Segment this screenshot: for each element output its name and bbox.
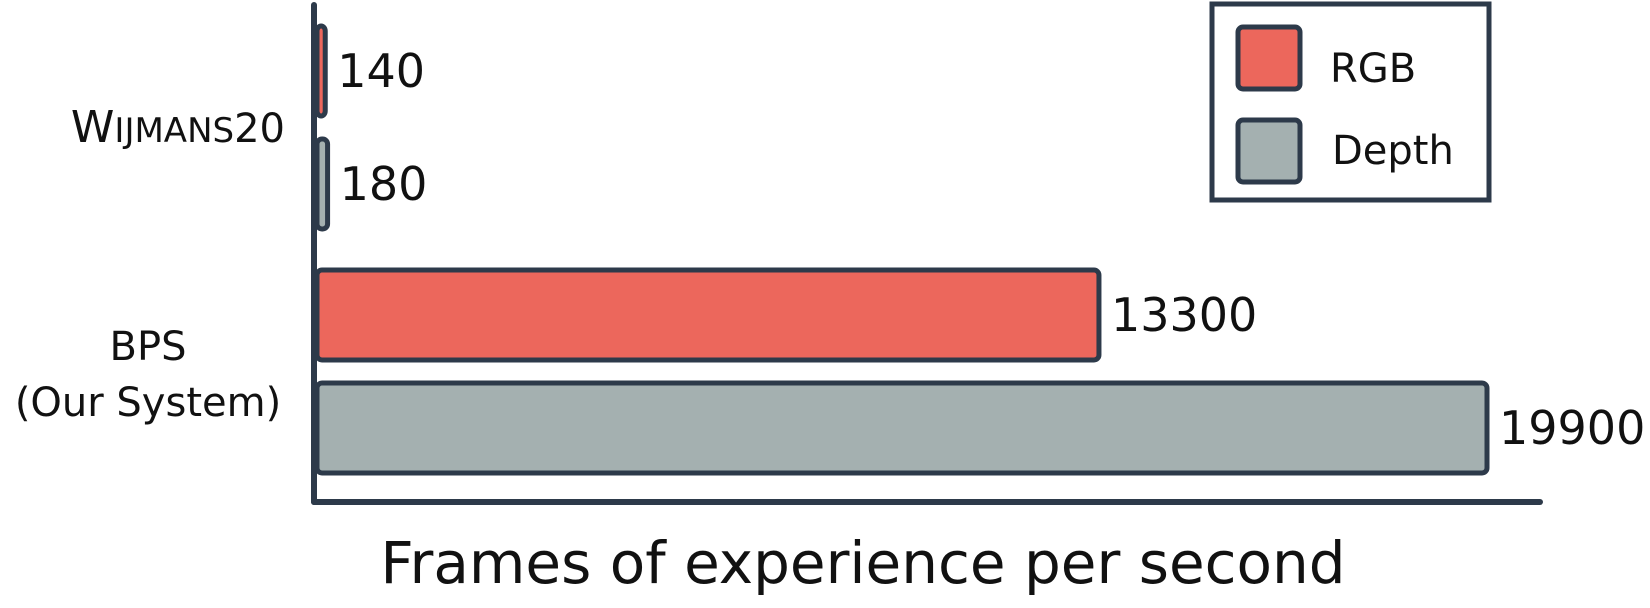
value-labels-group: 140 13300 180 19900 [337, 44, 1645, 455]
legend: RGB Depth [1209, 1, 1492, 203]
bar-depth-1 [314, 380, 1490, 476]
bar-rgb-1 [314, 267, 1102, 363]
x-axis-title: Frames of experience per second [380, 529, 1345, 597]
legend-swatch-rgb [1235, 24, 1303, 92]
category-label-0: WIJMANS20 [71, 102, 285, 153]
category-label-0-suffix: 20 [234, 106, 285, 152]
category-label-1-line1: BPS [110, 324, 187, 370]
legend-label-rgb: RGB [1330, 46, 1416, 92]
value-label-depth-1: 19900 [1499, 401, 1645, 455]
value-label-depth-0: 180 [340, 157, 428, 211]
category-labels-group: WIJMANS20 BPS (Our System) [15, 102, 285, 426]
bars-group [314, 23, 1490, 476]
value-label-rgb-0: 140 [337, 44, 425, 98]
value-label-rgb-1: 13300 [1111, 288, 1257, 342]
category-label-0-cap: W [71, 102, 115, 153]
bar-rgb-0 [314, 23, 328, 119]
legend-swatch-depth [1235, 117, 1303, 185]
legend-label-depth: Depth [1332, 128, 1454, 174]
category-label-0-smallcaps: IJMANS [114, 111, 234, 151]
axes-group [311, 2, 1543, 505]
category-label-1-line2: (Our System) [15, 380, 281, 426]
bar-depth-0 [314, 136, 331, 232]
